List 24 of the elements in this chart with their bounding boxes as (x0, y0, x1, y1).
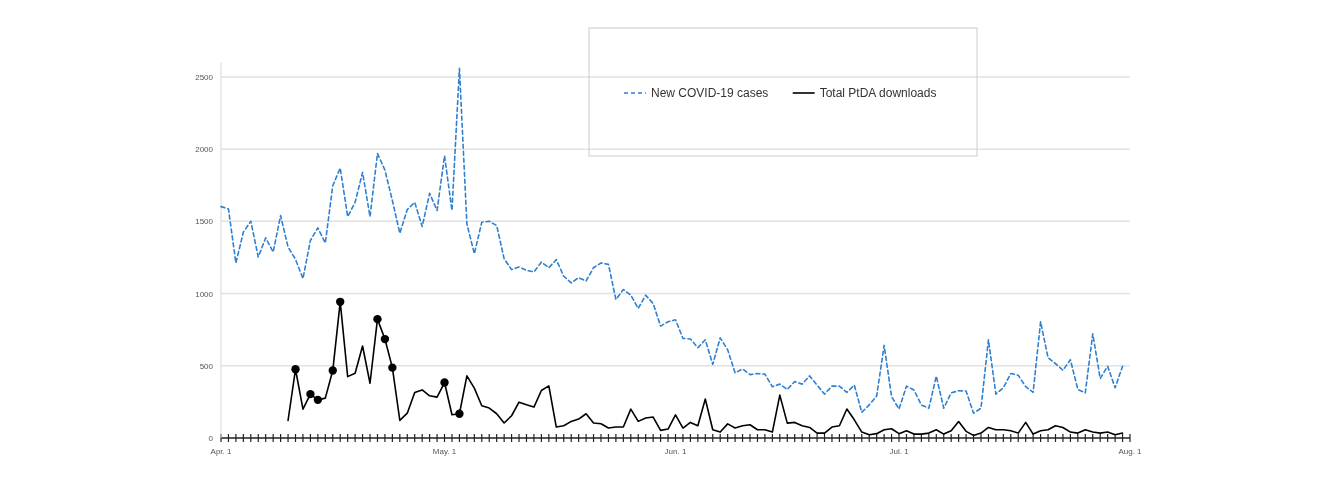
y-tick-label: 0 (208, 434, 214, 443)
x-tick-label: Aug. 1 (1118, 447, 1143, 456)
line-series (220, 67, 1124, 414)
point (373, 314, 382, 324)
point (388, 363, 397, 372)
y-tick-label: 2000 (195, 145, 214, 155)
y-tick-label: 1500 (195, 217, 214, 227)
legend-label: New COVID-19 cases (651, 86, 769, 100)
legend-label: Total PtDA downloads (819, 86, 937, 100)
y-tick-label: 2500 (195, 72, 214, 82)
point (328, 366, 337, 375)
x-tick-label: Jun. 1 (664, 447, 687, 456)
x-tick-label: Jul. 1 (889, 447, 910, 456)
point (291, 365, 300, 374)
point (336, 297, 345, 306)
point (380, 334, 390, 344)
y-tick-label: 500 (199, 361, 214, 371)
point (306, 389, 315, 399)
y-tick-label: 1000 (195, 289, 214, 299)
point (440, 378, 449, 387)
x-tick-label: May. 1 (432, 447, 457, 456)
x-tick-label: Apr. 1 (210, 447, 232, 456)
point (313, 395, 323, 405)
point (455, 409, 464, 418)
